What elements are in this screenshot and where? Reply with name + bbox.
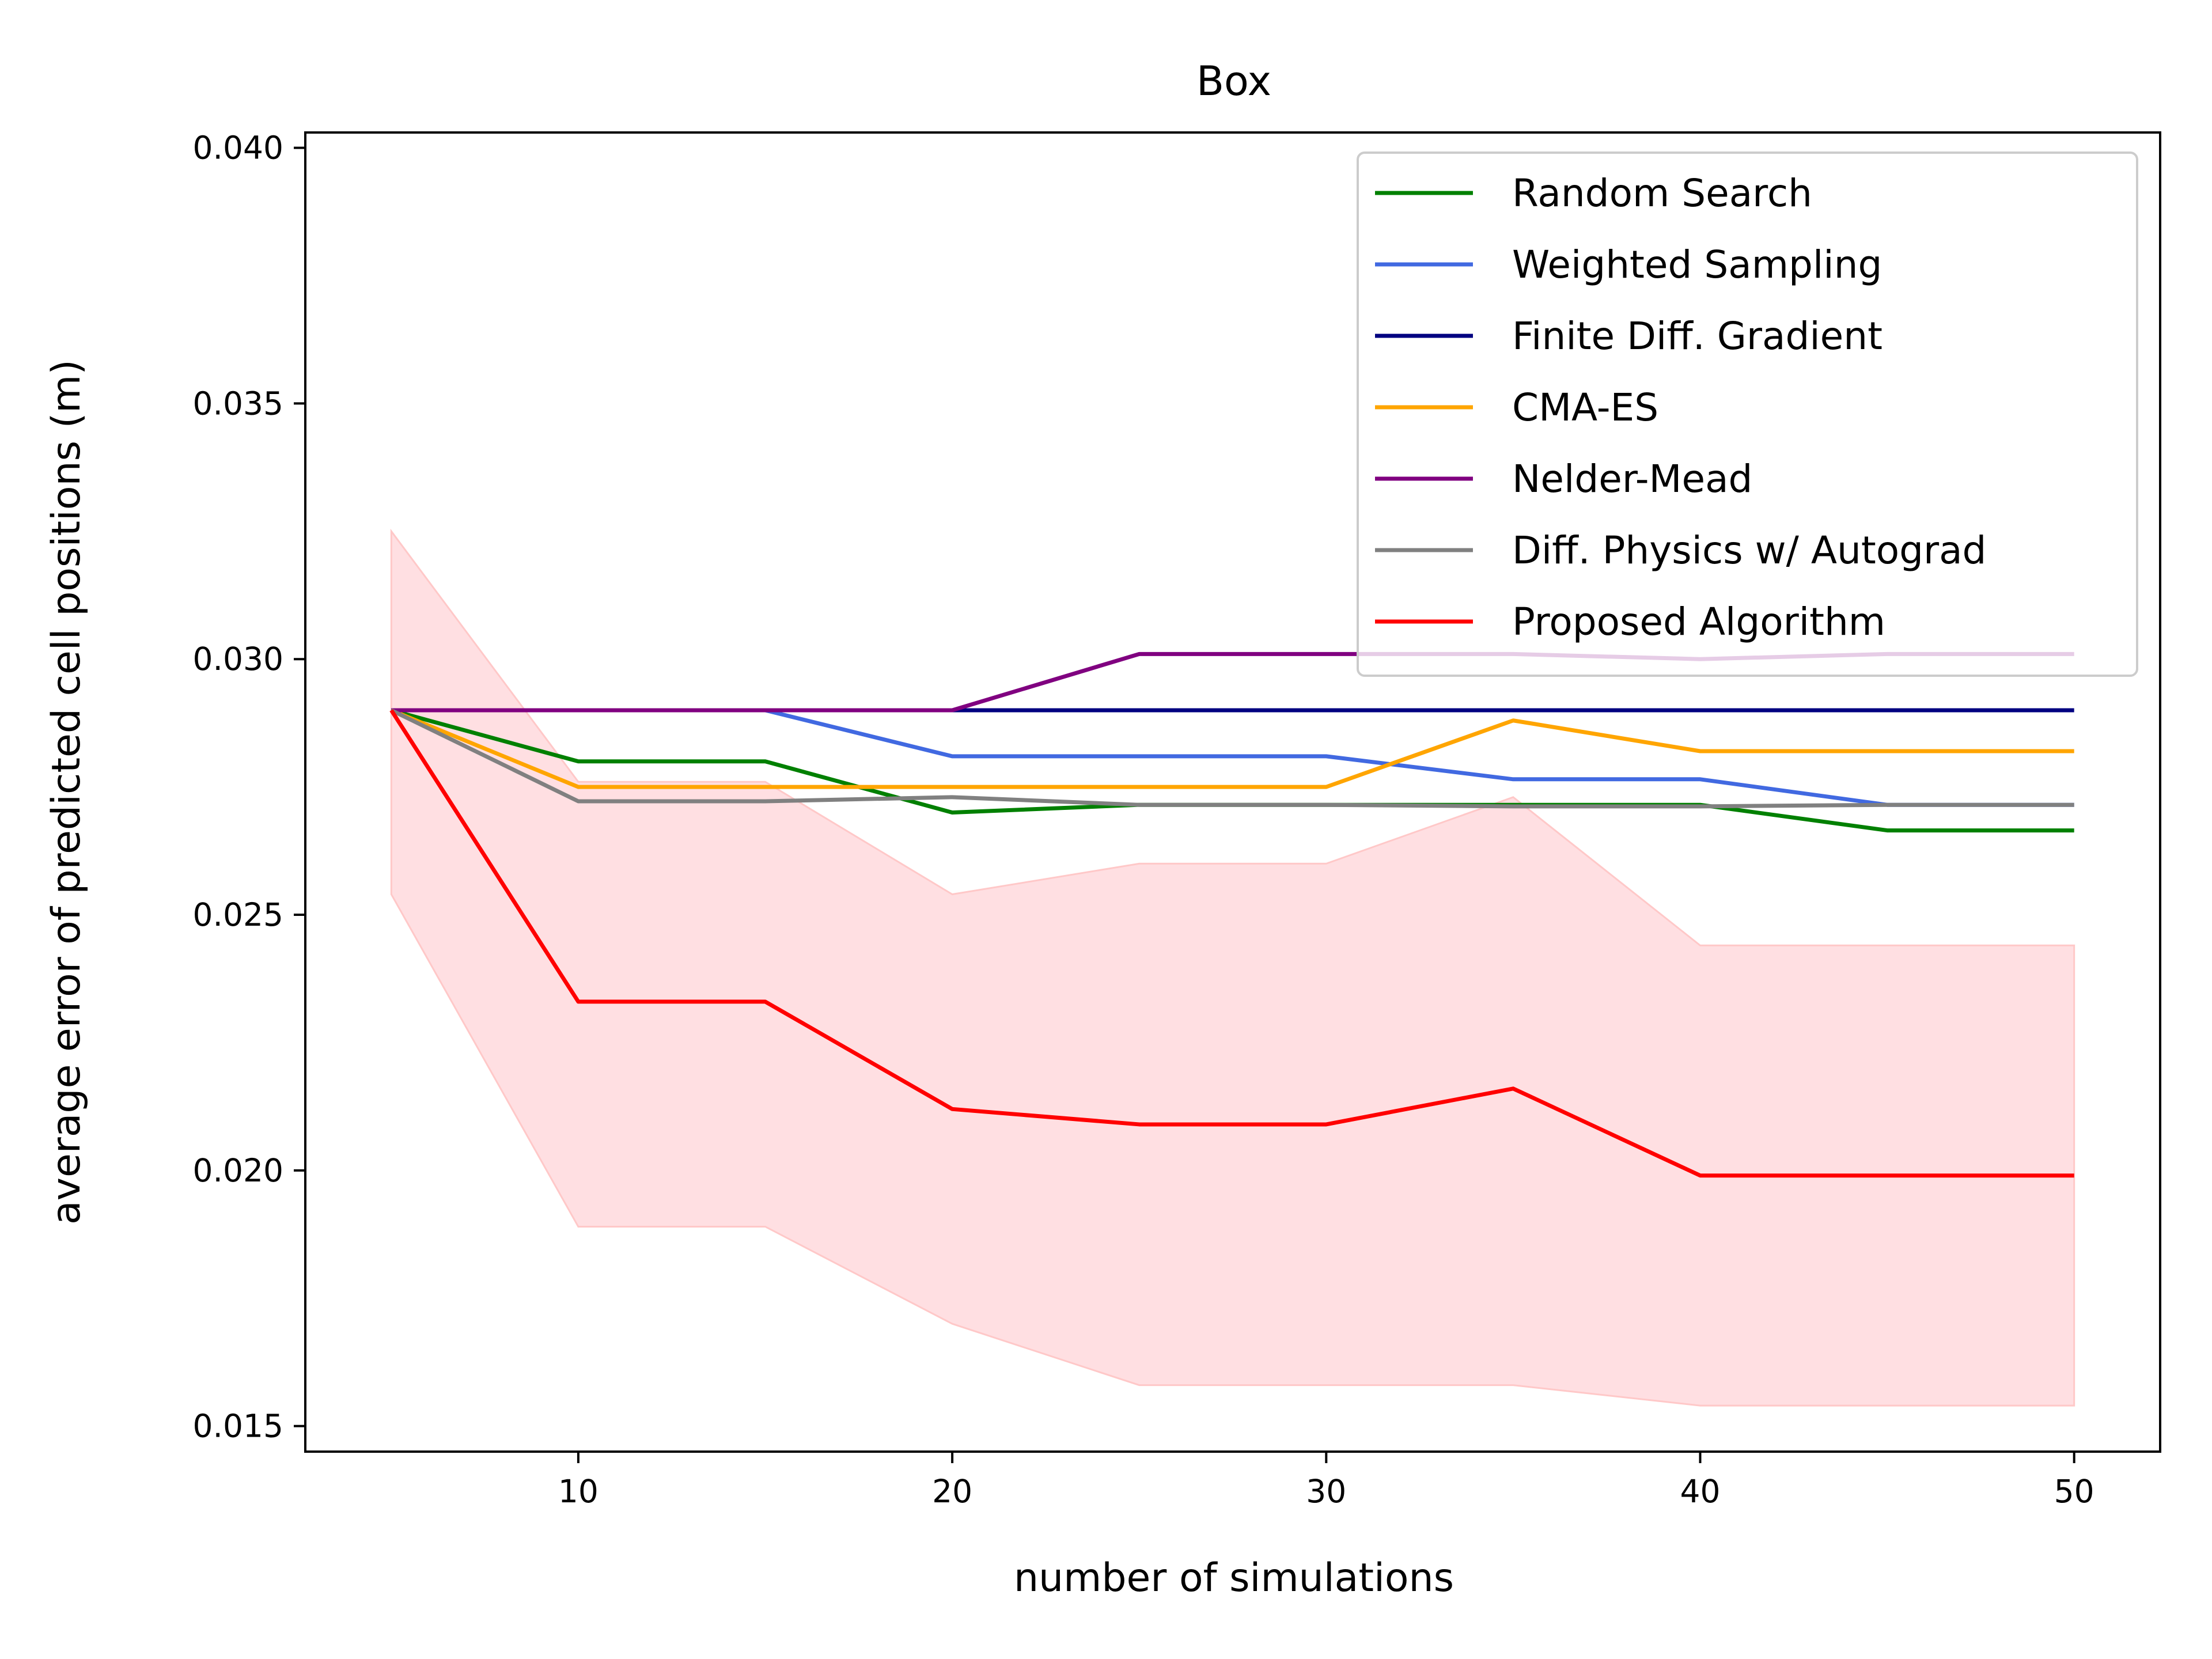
series-line-6 <box>389 709 2074 1178</box>
y-tick-label: 0.015 <box>193 1408 283 1445</box>
x-axis: 10 20 30 40 50 <box>558 1452 2094 1510</box>
x-axis-label: number of simulations <box>1014 1555 1454 1601</box>
y-axis-label: average error of predicted cell position… <box>44 359 89 1225</box>
legend-label-3: CMA-ES <box>1512 385 1658 430</box>
series-line-3 <box>390 708 2074 789</box>
confidence-band-6 <box>390 528 2075 1407</box>
legend-label-2: Finite Diff. Gradient <box>1512 314 1883 358</box>
legend-label-4: Nelder-Mead <box>1512 457 1752 501</box>
x-tick-label: 50 <box>2054 1473 2094 1510</box>
x-tick-label: 10 <box>558 1473 599 1510</box>
x-tick-label: 20 <box>932 1473 972 1510</box>
y-axis: 0.015 0.020 0.025 0.030 0.035 0.040 <box>193 130 305 1445</box>
legend-box <box>1357 151 2138 677</box>
confidence-band-layer <box>390 528 2075 1407</box>
x-tick-label: 30 <box>1306 1473 1346 1510</box>
x-tick-label: 40 <box>1680 1473 1720 1510</box>
y-tick-label: 0.035 <box>193 385 283 422</box>
legend-label-6: Proposed Algorithm <box>1512 600 1885 644</box>
legend-label-0: Random Search <box>1512 171 1812 215</box>
series-line-5 <box>390 708 2074 809</box>
legend: Random Search Weighted Sampling Finite Dif… <box>1357 151 2138 677</box>
y-tick-label: 0.040 <box>193 130 283 166</box>
y-tick-label: 0.025 <box>193 896 283 933</box>
legend-label-5: Diff. Physics w/ Autograd <box>1512 528 1986 573</box>
legend-label-1: Weighted Sampling <box>1512 243 1882 287</box>
y-tick-label: 0.020 <box>193 1152 283 1189</box>
chart-title: Box <box>1196 58 1271 105</box>
plot-frame <box>304 131 2161 1453</box>
y-tick-label: 0.030 <box>193 641 283 677</box>
